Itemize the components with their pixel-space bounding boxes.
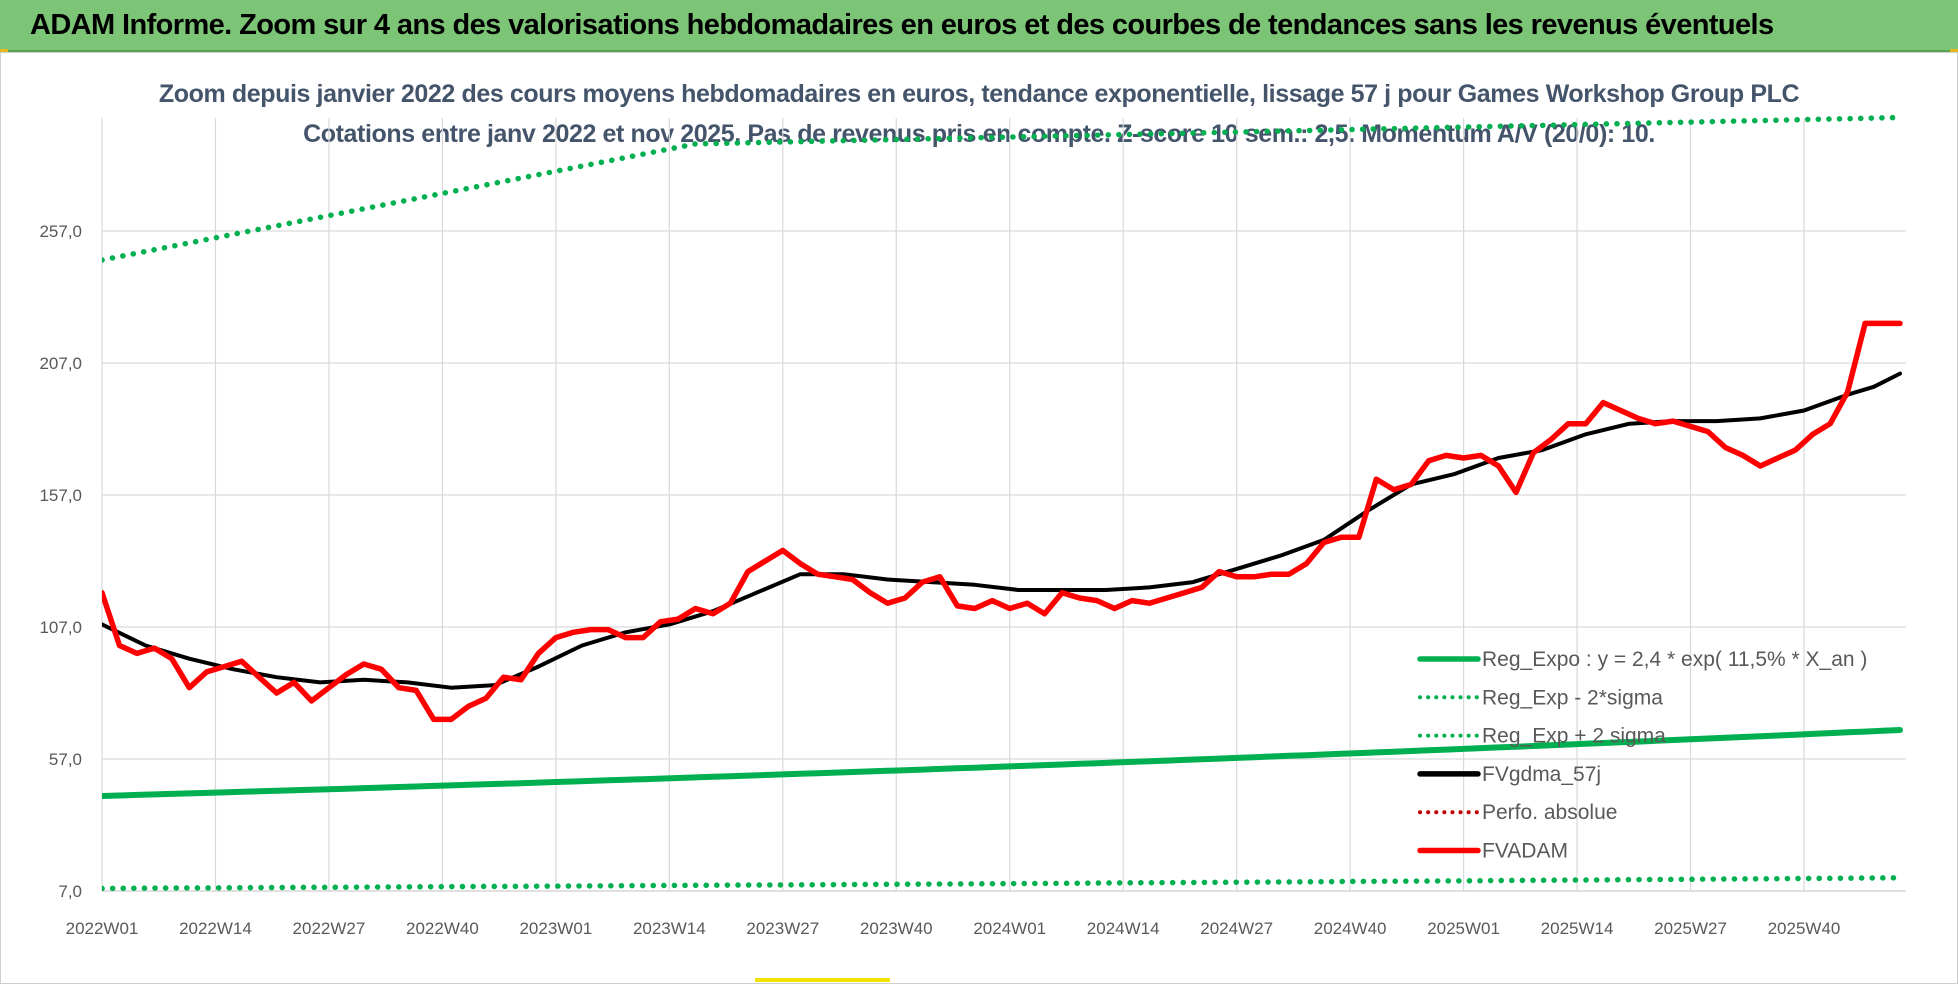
y-tick-label: 207,0	[39, 354, 82, 373]
report-banner: ADAM Informe. Zoom sur 4 ans des valoris…	[0, 0, 1958, 52]
series-line	[102, 371, 1902, 690]
x-tick-label: 2025W14	[1541, 919, 1614, 938]
x-tick-label: 2024W14	[1087, 919, 1160, 938]
chart-subtitle: Cotations entre janv 2022 et nov 2025. P…	[303, 120, 1655, 148]
y-tick-label: 57,0	[49, 750, 82, 769]
legend-label: Perfo. absolue	[1482, 801, 1617, 824]
banner-title: ADAM Informe. Zoom sur 4 ans des valoris…	[30, 9, 1774, 41]
corner-marker	[1950, 49, 1958, 52]
legend-label: Reg_Expo : y = 2,4 * exp( 11,5% * X_an )	[1482, 648, 1867, 671]
x-tick-label: 2022W14	[179, 919, 252, 938]
series-line	[102, 875, 1903, 892]
y-tick-label: 257,0	[39, 222, 82, 241]
series-line	[102, 114, 1903, 263]
legend-label: FVADAM	[1482, 840, 1568, 863]
x-tick-label: 2024W40	[1314, 919, 1387, 938]
x-tick-label: 2022W40	[406, 919, 479, 938]
x-tick-label: 2025W40	[1768, 919, 1841, 938]
x-tick-label: 2025W01	[1427, 919, 1500, 938]
x-tick-label: 2024W01	[973, 919, 1046, 938]
x-tick-label: 2023W01	[519, 919, 592, 938]
x-tick-label: 2022W01	[66, 919, 139, 938]
legend-label: Reg_Exp - 2*sigma	[1482, 686, 1663, 709]
bottom-marker	[755, 978, 890, 982]
corner-marker	[0, 49, 8, 52]
x-tick-label: 2023W14	[633, 919, 706, 938]
x-tick-label: 2022W27	[293, 919, 366, 938]
legend: Reg_Expo : y = 2,4 * exp( 11,5% * X_an )…	[1417, 648, 1867, 863]
y-tick-label: 7,0	[58, 882, 82, 901]
series-line	[102, 320, 1903, 723]
y-tick-label: 107,0	[39, 618, 82, 637]
chart-title: Zoom depuis janvier 2022 des cours moyen…	[158, 80, 1800, 108]
legend-label: FVgdma_57j	[1482, 763, 1601, 786]
y-tick-label: 157,0	[39, 486, 82, 505]
series-group	[102, 114, 1903, 892]
x-tick-label: 2025W27	[1654, 919, 1727, 938]
x-tick-label: 2023W27	[746, 919, 819, 938]
x-tick-label: 2024W27	[1200, 919, 1273, 938]
series-line	[102, 727, 1903, 799]
legend-label: Reg_Exp + 2 sigma	[1482, 725, 1666, 748]
x-tick-label: 2023W40	[860, 919, 933, 938]
